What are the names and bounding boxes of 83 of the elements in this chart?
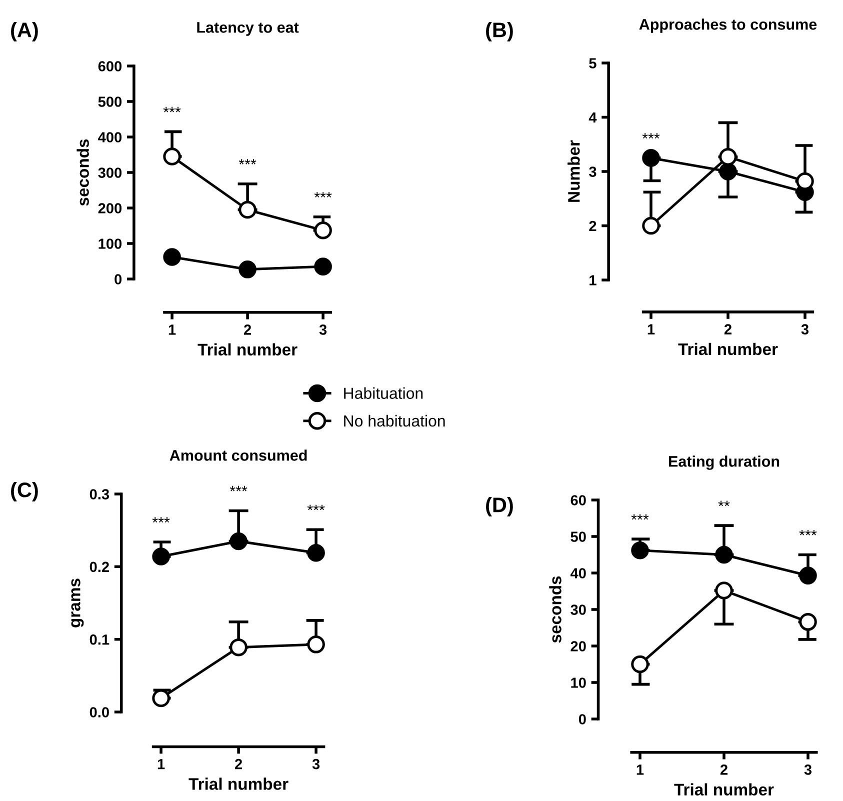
y-tick-label: 400 xyxy=(98,132,122,142)
text: (D) xyxy=(486,497,513,516)
annotation: *** xyxy=(152,517,170,523)
x-tick-label: 2 xyxy=(244,324,252,335)
x-tick-label: 1 xyxy=(158,759,165,770)
point xyxy=(642,149,660,167)
annotation: *** xyxy=(642,133,660,139)
point xyxy=(631,655,649,674)
point xyxy=(719,162,737,180)
x-tick-label: 2 xyxy=(235,758,242,770)
point xyxy=(715,546,733,564)
point xyxy=(163,148,181,166)
x-tick-label: 1 xyxy=(168,324,176,335)
text: (B) xyxy=(486,22,513,42)
x-tick-label: 2 xyxy=(720,764,728,775)
point xyxy=(163,248,181,266)
y-tick-label: 30 xyxy=(570,604,586,615)
chart-title: Approaches to consume xyxy=(639,18,817,33)
y-tick-label: 0.3 xyxy=(90,489,110,500)
x-tick-label: 3 xyxy=(804,764,812,775)
point xyxy=(238,260,256,278)
y-axis-title: grams xyxy=(71,578,84,628)
point xyxy=(238,200,256,219)
y-tick-label: 4 xyxy=(588,112,597,123)
y-axis-title: seconds xyxy=(549,576,562,643)
x-axis-title: Trial number xyxy=(674,783,774,796)
point xyxy=(799,566,817,584)
y-tick-label: 0.0 xyxy=(90,707,109,718)
point xyxy=(230,532,248,550)
point xyxy=(719,148,737,166)
y-tick-label: 500 xyxy=(98,96,122,107)
y-tick-label: 20 xyxy=(570,641,586,652)
chart-title: Latency to eat xyxy=(197,22,299,36)
y-tick-label: 600 xyxy=(98,61,122,72)
y-tick-label: 1 xyxy=(590,275,596,286)
annotation: *** xyxy=(307,504,325,510)
text: (A) xyxy=(11,22,38,42)
y-tick-label: 0.2 xyxy=(90,562,109,572)
y-tick-label: 60 xyxy=(570,495,586,506)
annotation: *** xyxy=(631,514,649,520)
x-axis-title: Trial number xyxy=(188,778,288,790)
y-tick-label: 2 xyxy=(589,220,596,232)
point xyxy=(642,216,660,235)
y-axis-title: Number xyxy=(568,140,580,202)
y-tick-label: 100 xyxy=(98,238,122,249)
x-tick-label: 2 xyxy=(724,324,732,334)
point xyxy=(307,544,325,562)
legend-label: Habituation xyxy=(344,387,423,399)
legend-label: No habituation xyxy=(344,414,445,427)
annotation: *** xyxy=(799,530,817,536)
y-tick-label: 3 xyxy=(588,166,596,177)
annotation: *** xyxy=(314,192,332,198)
y-tick-label: 40 xyxy=(570,568,586,578)
y-tick-label: 50 xyxy=(570,532,586,542)
annotation: *** xyxy=(230,486,248,492)
y-tick-label: 200 xyxy=(98,203,122,214)
x-tick-label: 3 xyxy=(319,324,327,335)
y-tick-label: 300 xyxy=(98,168,122,178)
x-axis-title: Trial number xyxy=(198,343,298,356)
annotation: *** xyxy=(238,159,256,164)
chart-title: Eating duration xyxy=(669,456,780,470)
y-axis-title: seconds xyxy=(76,139,89,206)
point xyxy=(307,636,325,654)
chart-title: Amount consumed xyxy=(170,450,307,461)
point xyxy=(230,638,248,656)
y-tick-label: 10 xyxy=(571,678,586,688)
point xyxy=(314,258,332,276)
point xyxy=(314,221,332,240)
y-tick-label: 5 xyxy=(589,58,596,68)
x-axis-title: Trial number xyxy=(678,342,778,356)
x-tick-label: 3 xyxy=(801,324,809,334)
annotation: *** xyxy=(163,106,181,112)
y-tick-label: 0.1 xyxy=(90,634,110,645)
x-tick-label: 3 xyxy=(312,758,320,770)
y-tick-label: 0 xyxy=(114,274,122,284)
annotation: ** xyxy=(718,500,730,506)
x-tick-label: 1 xyxy=(636,764,644,775)
text: (C) xyxy=(11,482,38,502)
x-tick-label: 1 xyxy=(648,324,655,334)
point xyxy=(152,548,170,566)
point xyxy=(715,582,733,600)
y-tick-label: 0 xyxy=(578,714,586,724)
point xyxy=(799,613,817,631)
